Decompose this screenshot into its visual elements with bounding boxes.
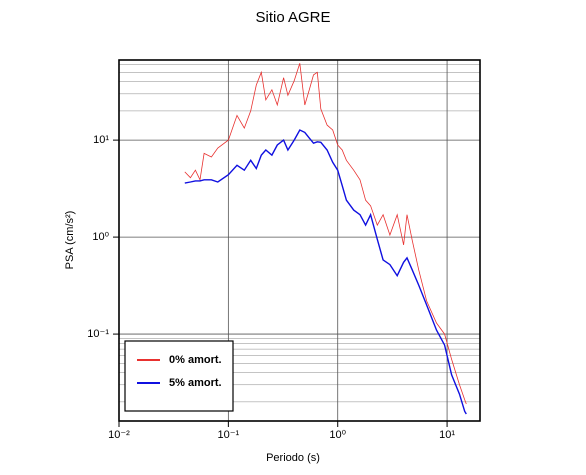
x-axis-label: Periodo (s) [266,452,320,464]
x-tick-label: 10¹ [439,429,455,441]
legend-label: 0% amort. [169,354,222,366]
legend-box [124,340,234,412]
legend-label: 5% amort. [169,377,222,389]
y-axis-label: PSA (cm/s²) [64,211,76,270]
x-tick-label: 10⁰ [329,429,346,441]
x-tick-label: 10⁻² [108,429,130,441]
series-line [184,63,467,405]
series-line [184,129,467,415]
y-tick-label: 10⁻¹ [87,328,109,340]
y-tick-label: 10⁰ [92,231,109,243]
y-tick-label: 10¹ [93,134,109,146]
x-tick-label: 10⁻¹ [218,429,240,441]
plot-frame [118,59,481,422]
chart-title: Sitio AGRE [255,9,330,26]
